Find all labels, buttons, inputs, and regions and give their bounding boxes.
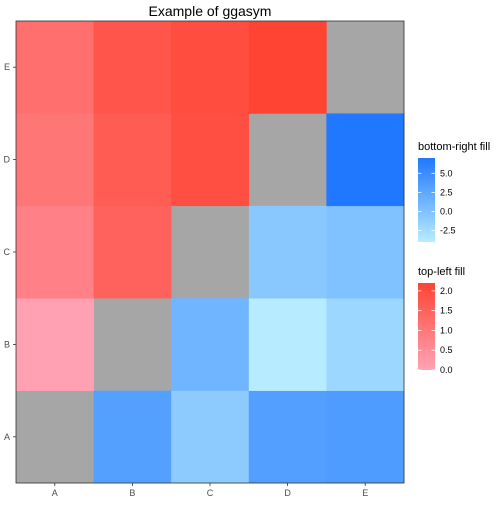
top-left-cell-A-E xyxy=(16,21,94,114)
legend-ticks-top-left: 0.0 0.5 1.0 1.5 2.0 xyxy=(418,286,453,375)
x-axis: A B C D E xyxy=(52,483,368,498)
diagonal-cell-A xyxy=(16,390,94,484)
legend-ticks-bottom-right: -2.5 0.0 2.5 5.0 xyxy=(418,168,456,236)
y-tick-label: D xyxy=(4,155,11,165)
bottom-right-cell-E-B xyxy=(326,298,405,391)
colorbar-top-left xyxy=(418,283,435,370)
y-axis: A B C D E xyxy=(4,62,16,442)
x-tick-label: D xyxy=(284,488,291,498)
bottom-right-cell-B-A xyxy=(93,390,172,484)
legend-tick-label: 2.0 xyxy=(440,286,453,296)
legend-tick-label: 0.0 xyxy=(440,206,453,216)
bottom-right-cell-C-A xyxy=(171,390,250,484)
legend-tick-label: 5.0 xyxy=(440,168,453,178)
bottom-right-cell-E-A xyxy=(326,390,405,484)
diagonal-cell-D xyxy=(248,113,327,207)
y-tick-label: E xyxy=(4,62,10,72)
bottom-right-cell-D-B xyxy=(248,298,327,391)
x-tick-label: B xyxy=(129,488,135,498)
x-tick-label: C xyxy=(207,488,214,498)
legend-bottom-right: bottom-right fill -2.5 0.0 2.5 5.0 xyxy=(418,141,490,242)
legend-tick-label: 0.5 xyxy=(440,345,453,355)
bottom-right-cell-D-C xyxy=(248,205,327,299)
top-left-cell-D-E xyxy=(248,21,327,114)
legend-title-bottom-right: bottom-right fill xyxy=(418,141,490,153)
y-tick-label: B xyxy=(4,339,10,349)
legend-tick-label: 2.5 xyxy=(440,187,453,197)
heatmap-cells xyxy=(16,21,405,484)
top-left-cell-B-C xyxy=(93,205,172,299)
diagonal-cell-B xyxy=(93,298,172,391)
legend-top-left: top-left fill 0.0 0.5 1.0 1.5 2.0 xyxy=(418,266,465,375)
bottom-right-cell-C-B xyxy=(171,298,250,391)
bottom-right-cell-D-A xyxy=(248,390,327,484)
x-tick-label: E xyxy=(362,488,368,498)
top-left-cell-B-D xyxy=(93,113,172,207)
legend-title-top-left: top-left fill xyxy=(418,266,465,278)
top-left-cell-A-C xyxy=(16,205,94,299)
legend-tick-label: 1.5 xyxy=(440,306,453,316)
top-left-cell-B-E xyxy=(93,21,172,114)
bottom-right-cell-E-C xyxy=(326,205,405,299)
legend-tick-label: -2.5 xyxy=(440,226,456,236)
legend-tick-label: 1.0 xyxy=(440,325,453,335)
bottom-right-cell-E-D xyxy=(326,113,405,207)
diagonal-cell-C xyxy=(171,205,250,299)
x-tick-label: A xyxy=(52,488,58,498)
top-left-cell-C-E xyxy=(171,21,250,114)
y-tick-label: C xyxy=(4,247,11,257)
top-left-cell-A-B xyxy=(16,298,94,391)
top-left-cell-C-D xyxy=(171,113,250,207)
diagonal-cell-E xyxy=(326,21,405,114)
colorbar-bottom-right xyxy=(418,158,435,242)
top-left-cell-A-D xyxy=(16,113,94,207)
legend-tick-label: 0.0 xyxy=(440,365,453,375)
chart-title: Example of ggasym xyxy=(149,3,272,19)
y-tick-label: A xyxy=(4,432,10,442)
